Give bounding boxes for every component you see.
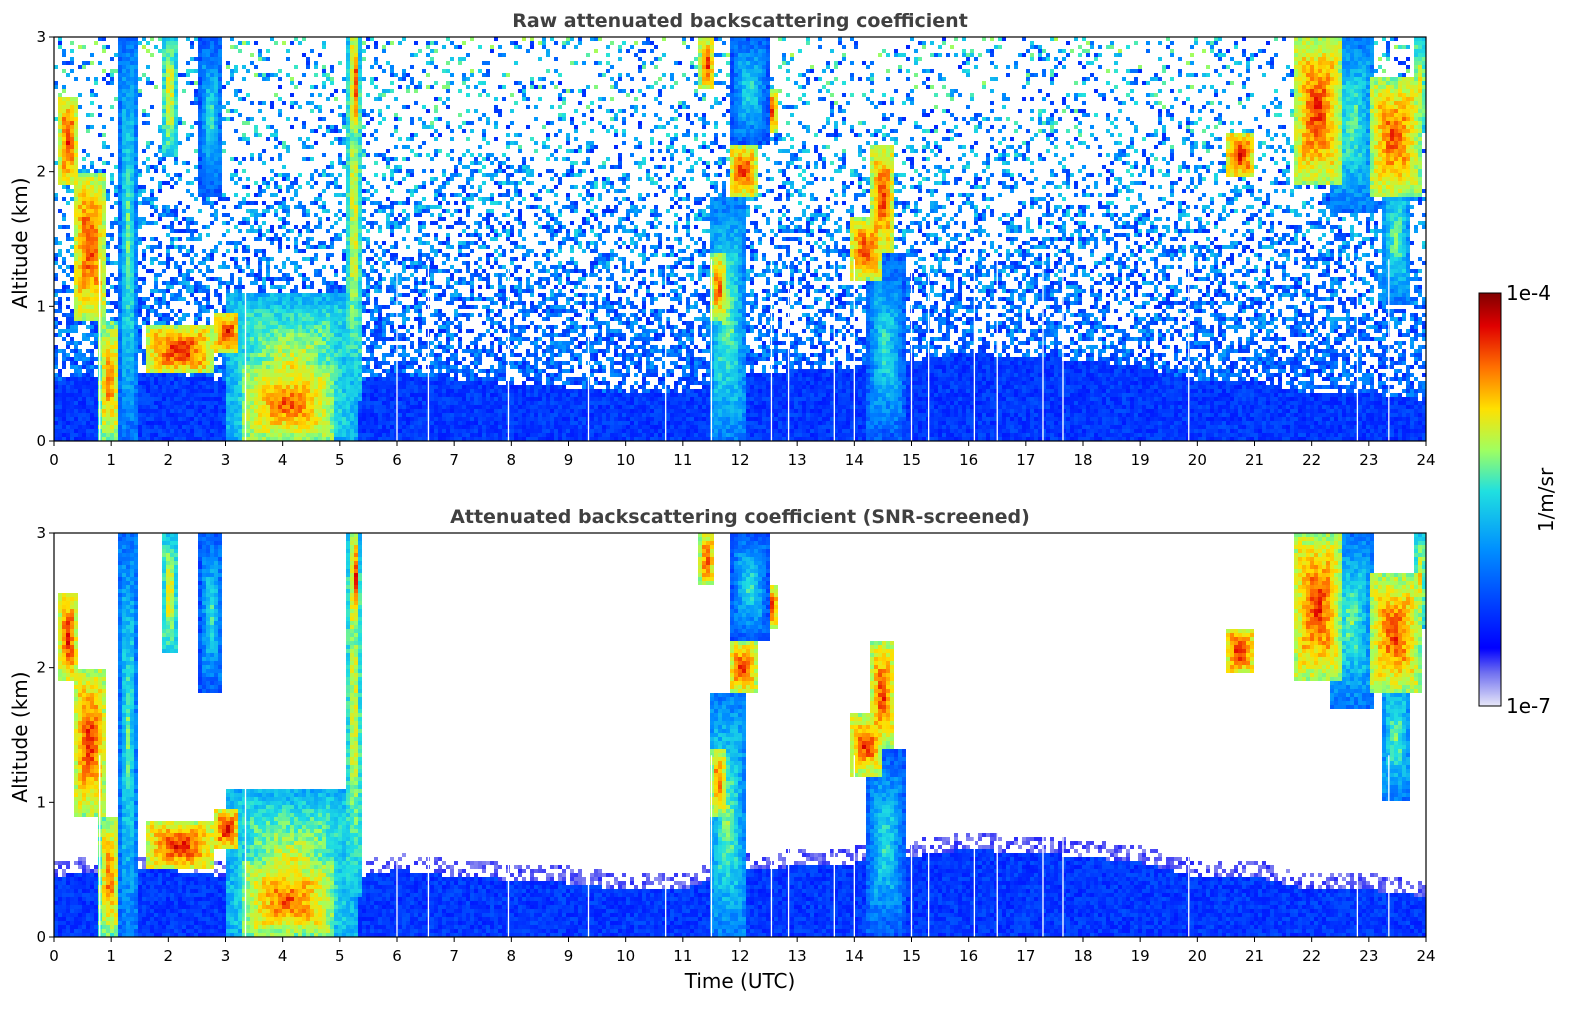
- x-tick-label: 5: [335, 947, 345, 965]
- x-tick-label: 22: [1302, 947, 1321, 965]
- x-tick-label: 20: [1188, 451, 1207, 469]
- x-tick-label: 1: [106, 451, 116, 469]
- x-tick-label: 1: [106, 947, 116, 965]
- panel-title: Raw attenuated backscattering coefficien…: [512, 10, 968, 32]
- y-axis-ticks: 0 1 2 3: [36, 28, 54, 450]
- x-tick-label: 8: [507, 451, 517, 469]
- raw-backscatter-panel: Raw attenuated backscattering coefficien…: [8, 10, 1436, 469]
- x-tick-label: 10: [616, 947, 635, 965]
- x-tick-label: 15: [902, 451, 921, 469]
- x-tick-label: 6: [392, 451, 402, 469]
- heatmap-area: [54, 533, 1426, 937]
- x-tick-label: 24: [1416, 947, 1435, 965]
- y-tick-label: 3: [36, 28, 46, 46]
- colorbar-min-label: 1e-7: [1506, 694, 1551, 718]
- colorbar-scale: [1479, 293, 1501, 706]
- x-tick-label: 0: [49, 947, 59, 965]
- colorbar-unit-label: 1/m/sr: [1534, 467, 1558, 532]
- x-tick-label: 12: [730, 451, 749, 469]
- x-tick-label: 23: [1359, 947, 1378, 965]
- x-tick-label: 13: [788, 451, 807, 469]
- x-tick-label: 21: [1245, 947, 1264, 965]
- x-tick-label: 7: [449, 451, 459, 469]
- y-axis-label: Altitude (km): [8, 671, 32, 802]
- x-tick-label: 9: [564, 451, 574, 469]
- y-axis-ticks: 0 1 2 3: [36, 524, 54, 946]
- x-axis-label: Time (UTC): [684, 969, 796, 993]
- x-tick-label: 9: [564, 947, 574, 965]
- x-tick-label: 6: [392, 947, 402, 965]
- screened-backscatter-panel: Attenuated backscattering coefficient (S…: [8, 506, 1436, 993]
- x-tick-label: 21: [1245, 451, 1264, 469]
- x-tick-label: 13: [788, 947, 807, 965]
- x-tick-label: 17: [1016, 451, 1035, 469]
- y-axis-label: Altitude (km): [8, 177, 32, 308]
- y-tick-label: 1: [36, 793, 46, 811]
- x-tick-label: 17: [1016, 947, 1035, 965]
- x-tick-label: 15: [902, 947, 921, 965]
- x-axis-ticks: 0 1 2 3 4 5 6 7 8 9 10 11 12 13 14 15 16 17 18 19 20 21 22 23 24: [49, 937, 1435, 965]
- heatmap-area: [54, 37, 1426, 441]
- y-tick-label: 1: [36, 297, 46, 315]
- x-tick-label: 14: [845, 451, 864, 469]
- x-tick-label: 16: [959, 451, 978, 469]
- x-tick-label: 7: [449, 947, 459, 965]
- x-tick-label: 3: [221, 451, 231, 469]
- x-tick-label: 22: [1302, 451, 1321, 469]
- x-tick-label: 18: [1073, 451, 1092, 469]
- figure: Raw attenuated backscattering coefficien…: [0, 0, 1595, 1020]
- x-tick-label: 5: [335, 451, 345, 469]
- x-tick-label: 18: [1073, 947, 1092, 965]
- x-tick-label: 4: [278, 947, 288, 965]
- x-tick-label: 20: [1188, 947, 1207, 965]
- panel-title: Attenuated backscattering coefficient (S…: [450, 506, 1030, 528]
- x-tick-label: 24: [1416, 451, 1435, 469]
- y-tick-label: 2: [36, 659, 46, 677]
- x-tick-label: 19: [1131, 451, 1150, 469]
- x-tick-label: 19: [1131, 947, 1150, 965]
- x-tick-label: 11: [673, 947, 692, 965]
- x-tick-label: 10: [616, 451, 635, 469]
- x-tick-label: 8: [507, 947, 517, 965]
- x-tick-label: 16: [959, 947, 978, 965]
- x-tick-label: 14: [845, 947, 864, 965]
- x-tick-label: 11: [673, 451, 692, 469]
- x-tick-label: 2: [164, 451, 174, 469]
- x-tick-label: 0: [49, 451, 59, 469]
- y-tick-label: 2: [36, 163, 46, 181]
- x-tick-label: 23: [1359, 451, 1378, 469]
- x-tick-label: 3: [221, 947, 231, 965]
- y-tick-label: 3: [36, 524, 46, 542]
- x-tick-label: 4: [278, 451, 288, 469]
- y-tick-label: 0: [36, 432, 46, 450]
- colorbar-max-label: 1e-4: [1506, 281, 1551, 305]
- y-tick-label: 0: [36, 928, 46, 946]
- colorbar: 1e-4 1e-7 1/m/sr: [1479, 281, 1558, 718]
- x-axis-ticks: 0 1 2 3 4 5 6 7 8 9 10 11 12 13 14 15 16 17 18 19 20 21 22 23 24: [49, 441, 1435, 469]
- x-tick-label: 2: [164, 947, 174, 965]
- x-tick-label: 12: [730, 947, 749, 965]
